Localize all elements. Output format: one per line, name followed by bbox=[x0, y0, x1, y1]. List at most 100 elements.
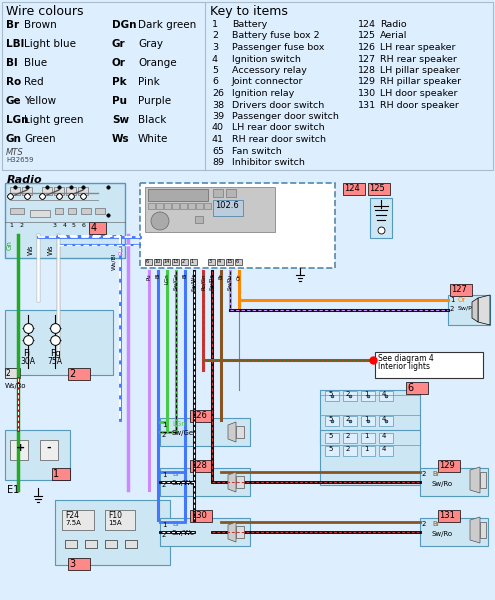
Bar bbox=[125, 540, 137, 548]
Bar bbox=[68, 368, 90, 380]
Text: Accessory relay: Accessory relay bbox=[232, 66, 307, 75]
Text: 3: 3 bbox=[212, 43, 218, 52]
Text: LBl: LBl bbox=[6, 39, 24, 49]
Text: 15A: 15A bbox=[108, 520, 122, 526]
Text: 2: 2 bbox=[162, 432, 166, 438]
Text: Black: Black bbox=[138, 115, 166, 125]
Bar bbox=[343, 416, 357, 426]
Bar bbox=[361, 433, 375, 443]
Text: 2: 2 bbox=[422, 521, 426, 527]
Bar bbox=[10, 187, 20, 195]
Text: 124: 124 bbox=[358, 20, 376, 29]
Text: Light green: Light green bbox=[24, 115, 84, 125]
Bar bbox=[226, 259, 233, 265]
Bar bbox=[5, 183, 125, 258]
Bar bbox=[66, 187, 76, 195]
Text: Inhibitor switch: Inhibitor switch bbox=[232, 158, 305, 167]
Text: Bl: Bl bbox=[183, 273, 188, 278]
Text: 3: 3 bbox=[53, 223, 57, 228]
Text: 1: 1 bbox=[53, 469, 59, 479]
Bar bbox=[236, 526, 244, 538]
Bar bbox=[343, 183, 365, 195]
Text: LH door speaker: LH door speaker bbox=[380, 89, 457, 98]
Bar bbox=[343, 391, 357, 401]
Text: Pu: Pu bbox=[112, 96, 127, 106]
Bar bbox=[5, 430, 70, 480]
Bar bbox=[190, 410, 212, 422]
Bar bbox=[10, 208, 24, 214]
Text: 2: 2 bbox=[346, 391, 350, 397]
Text: 89: 89 bbox=[212, 158, 224, 167]
Text: Light blue: Light blue bbox=[24, 39, 76, 49]
Text: LGn: LGn bbox=[6, 115, 29, 125]
Bar bbox=[325, 391, 339, 401]
Text: Ignition switch: Ignition switch bbox=[232, 55, 301, 64]
Text: Gr: Gr bbox=[112, 39, 126, 49]
Text: 15: 15 bbox=[227, 259, 233, 264]
Text: Drivers door switch: Drivers door switch bbox=[232, 100, 324, 109]
Text: White: White bbox=[138, 134, 168, 144]
Text: LH pillar speaker: LH pillar speaker bbox=[380, 66, 460, 75]
Bar bbox=[160, 418, 250, 446]
Bar bbox=[105, 510, 135, 530]
Bar bbox=[420, 518, 488, 546]
Bar bbox=[30, 210, 50, 217]
Text: 40: 40 bbox=[212, 124, 224, 133]
Text: Sw/Ge: Sw/Ge bbox=[172, 430, 194, 436]
Text: Br: Br bbox=[6, 20, 19, 30]
Text: Ws: Ws bbox=[48, 245, 54, 255]
Bar bbox=[148, 203, 155, 209]
Text: 2: 2 bbox=[6, 369, 11, 378]
Text: Sw: Sw bbox=[112, 115, 129, 125]
Text: MTS: MTS bbox=[6, 148, 24, 157]
Text: 5: 5 bbox=[328, 433, 332, 439]
Text: 2: 2 bbox=[162, 482, 166, 488]
Text: RH rear door switch: RH rear door switch bbox=[232, 135, 326, 144]
Text: 4: 4 bbox=[382, 433, 387, 439]
Text: Passenger fuse box: Passenger fuse box bbox=[232, 43, 324, 52]
Bar bbox=[370, 198, 392, 238]
Text: Fan switch: Fan switch bbox=[232, 146, 282, 155]
Text: 2: 2 bbox=[346, 416, 350, 422]
Bar bbox=[208, 259, 215, 265]
Text: 127: 127 bbox=[451, 285, 467, 294]
Text: Ro/Gn: Ro/Gn bbox=[200, 273, 205, 289]
Text: Purple: Purple bbox=[138, 96, 171, 106]
Text: 126: 126 bbox=[191, 411, 207, 420]
Text: 1: 1 bbox=[450, 297, 454, 303]
Text: +: + bbox=[16, 443, 25, 453]
Text: LH rear door switch: LH rear door switch bbox=[232, 124, 325, 133]
Text: Or: Or bbox=[458, 297, 466, 303]
Text: Bl: Bl bbox=[6, 58, 18, 68]
Text: Passenger door switch: Passenger door switch bbox=[232, 112, 339, 121]
Text: Or: Or bbox=[112, 58, 126, 68]
Text: Yellow: Yellow bbox=[24, 96, 56, 106]
Bar bbox=[148, 189, 208, 201]
Text: 131: 131 bbox=[358, 100, 376, 109]
Text: F10: F10 bbox=[108, 511, 122, 520]
Text: 38: 38 bbox=[212, 100, 224, 109]
Text: Blue: Blue bbox=[24, 58, 47, 68]
Text: Ws/Bl: Ws/Bl bbox=[111, 253, 116, 270]
Text: Gray: Gray bbox=[138, 39, 163, 49]
Polygon shape bbox=[228, 522, 236, 542]
Text: 2: 2 bbox=[212, 31, 218, 40]
Bar bbox=[379, 433, 393, 443]
Text: Sw/Ws: Sw/Ws bbox=[172, 480, 195, 486]
Bar bbox=[78, 187, 88, 195]
Bar bbox=[235, 259, 242, 265]
Bar bbox=[105, 540, 117, 548]
Text: 131: 131 bbox=[439, 511, 455, 520]
Bar bbox=[325, 416, 339, 426]
Text: 4: 4 bbox=[63, 223, 67, 228]
Bar bbox=[2, 2, 493, 170]
Bar bbox=[343, 433, 357, 443]
Text: Bl: Bl bbox=[172, 521, 179, 527]
Text: 128: 128 bbox=[358, 66, 376, 75]
Bar bbox=[89, 222, 106, 234]
Bar bbox=[145, 259, 152, 265]
Text: 2: 2 bbox=[346, 446, 350, 452]
Text: 5: 5 bbox=[328, 446, 332, 452]
Text: 127: 127 bbox=[358, 55, 376, 64]
Bar bbox=[164, 203, 171, 209]
